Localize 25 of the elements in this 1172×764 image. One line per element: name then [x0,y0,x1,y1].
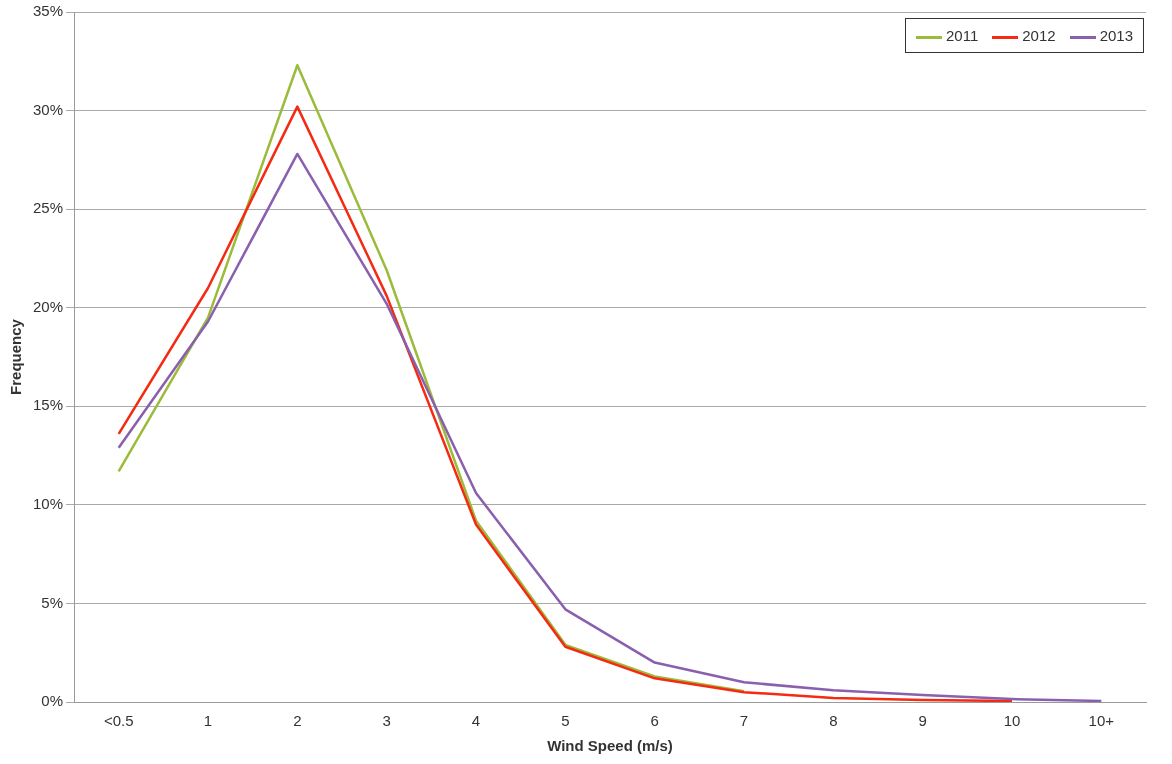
x-tick-label: 1 [203,712,213,730]
y-tick-label: 25% [32,199,64,217]
x-tick-label: 4 [471,712,481,730]
x-tick-label: 9 [918,712,927,730]
x-tick-label: 3 [382,712,391,730]
legend-label: 2012 [1021,27,1056,44]
x-tick-label: 8 [829,712,838,730]
x-tick-label: 5 [561,712,570,730]
y-tick-label: 35% [32,2,64,20]
y-tick-label: 0% [41,692,64,710]
y-axis-title: Frequency [7,318,25,395]
x-axis-title: Wind Speed (m/s) [547,737,673,755]
y-tick-label: 20% [32,297,64,315]
x-tick-label: 10+ [1088,712,1115,730]
x-tick-label: 6 [650,712,659,730]
y-tick-label: 30% [32,100,64,118]
y-tick-label: 10% [32,495,64,512]
x-tick-label: <0.5 [103,712,134,730]
x-tick-label: 7 [739,712,749,730]
y-tick-label: 15% [32,396,64,414]
legend-label: 2011 [945,27,979,44]
legend-label: 2013 [1098,27,1133,44]
x-tick-label: 2 [293,712,302,730]
y-tick-label: 5% [41,593,64,611]
x-tick-label: 10 [1003,712,1021,730]
